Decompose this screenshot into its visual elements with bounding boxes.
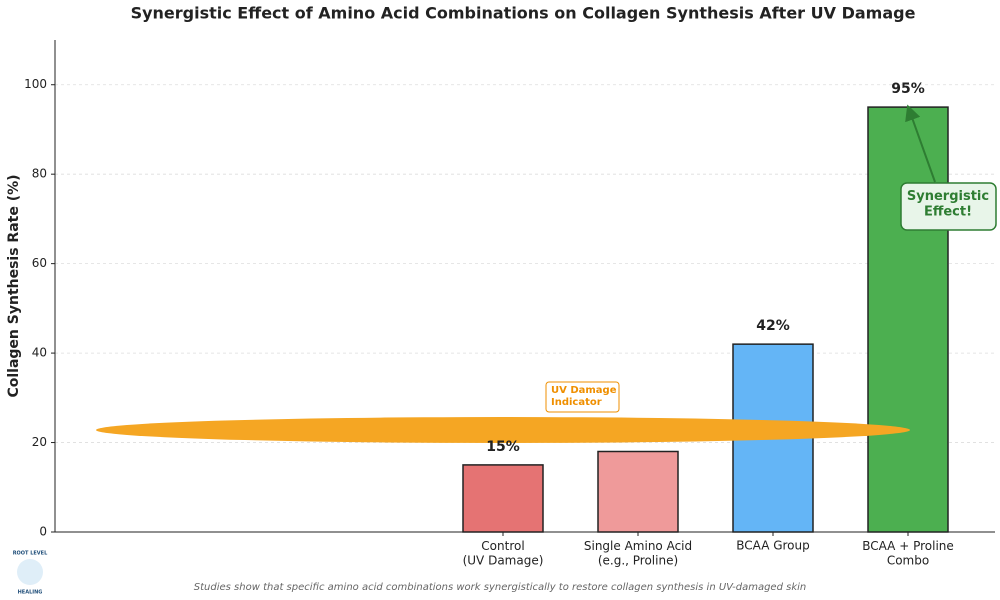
y-tick-label: 0 (39, 525, 47, 539)
bar (462, 464, 544, 533)
y-axis-label: Collagen Synthesis Rate (%) (6, 174, 22, 397)
chart-title: Synergistic Effect of Amino Acid Combina… (131, 4, 916, 23)
footnote: Studies show that specific amino acid co… (194, 582, 806, 593)
logo-bottom: HEALING (18, 590, 43, 596)
x-tick-label: BCAA Group (736, 539, 810, 553)
logo-icon (17, 559, 43, 585)
y-tick-label: 100 (24, 77, 47, 91)
x-tick-label: BCAA + Proline Combo (862, 539, 954, 567)
annotation-arrow (905, 104, 936, 183)
logo-top: ROOT LEVEL (13, 551, 48, 557)
y-tick-label: 20 (32, 435, 47, 449)
y-tick-label: 40 (32, 346, 47, 360)
uv-annotation-box (545, 381, 620, 413)
x-tick-label: Single Amino Acid (e.g., Proline) (584, 539, 692, 567)
synergy-annotation-box (900, 182, 997, 231)
value-label: 15% (486, 439, 520, 455)
uv-ellipse (96, 417, 910, 443)
y-tick-label: 80 (32, 167, 47, 181)
y-tick-label: 60 (32, 256, 47, 270)
value-label: 42% (756, 318, 790, 334)
value-label: 95% (891, 81, 925, 97)
bar (597, 450, 679, 533)
x-tick-label: Control (UV Damage) (463, 539, 544, 567)
uv-annotation: UV Damage Indicator (551, 385, 617, 408)
synergy-annotation: Synergistic Effect! (907, 189, 989, 220)
bar (867, 106, 949, 533)
